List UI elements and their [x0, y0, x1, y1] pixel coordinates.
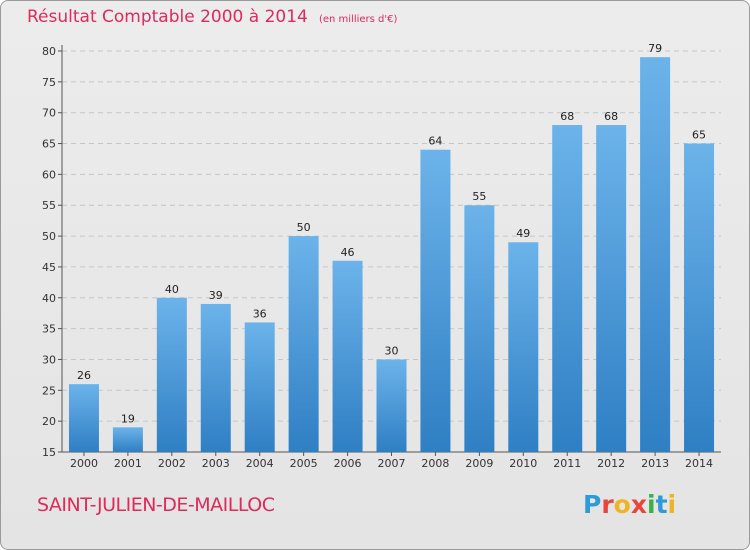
- commune-name: SAINT-JULIEN-DE-MAILLOC: [37, 494, 275, 516]
- data-label-2005: 50: [297, 221, 311, 234]
- data-label-2002: 40: [165, 283, 179, 296]
- x-tick-label: 2010: [509, 457, 537, 470]
- data-label-2009: 55: [472, 190, 486, 203]
- y-tick-label: 30: [42, 353, 56, 366]
- bar-2005: [288, 236, 319, 452]
- bar-2011: [552, 125, 583, 453]
- y-tick-label: 40: [42, 292, 56, 305]
- y-tick-label: 80: [42, 45, 56, 58]
- data-label-2011: 68: [560, 110, 574, 123]
- y-tick-label: 60: [42, 168, 56, 181]
- y-tick-label: 25: [42, 384, 56, 397]
- x-tick-label: 2000: [70, 457, 98, 470]
- y-tick-label: 75: [42, 76, 56, 89]
- y-tick-label: 35: [42, 323, 56, 336]
- bar-2013: [640, 57, 671, 453]
- logo-letter: x: [630, 490, 647, 519]
- x-tick-label: 2002: [158, 457, 186, 470]
- y-tick-label: 15: [42, 446, 56, 459]
- y-tick-label: 20: [42, 415, 56, 428]
- logo-letter: t: [655, 490, 668, 519]
- bar-2014: [684, 143, 715, 453]
- bar-2001: [112, 427, 143, 452]
- logo-letter: o: [613, 490, 631, 519]
- x-tick-label: 2012: [597, 457, 625, 470]
- x-tick-label: 2011: [553, 457, 581, 470]
- data-label-2006: 46: [341, 246, 355, 259]
- bar-2002: [156, 297, 187, 452]
- x-tick-label: 2001: [114, 457, 142, 470]
- bar-2012: [596, 125, 627, 453]
- y-tick-label: 65: [42, 138, 56, 151]
- data-label-2013: 79: [648, 42, 662, 55]
- proxiti-logo: Proxiti: [583, 490, 676, 519]
- data-label-2007: 30: [385, 344, 399, 357]
- logo-letter: i: [667, 490, 677, 519]
- x-tick-label: 2006: [334, 457, 362, 470]
- data-label-2008: 64: [428, 135, 442, 148]
- title-row: Résultat Comptable 2000 à 2014 (en milli…: [27, 7, 397, 27]
- bar-2000: [68, 384, 99, 452]
- logo-letter: r: [601, 490, 614, 519]
- data-label-2012: 68: [604, 110, 618, 123]
- bar-2006: [332, 260, 363, 452]
- chart-title: Résultat Comptable 2000 à 2014: [27, 7, 308, 27]
- logo-letter: P: [583, 490, 602, 519]
- data-label-2010: 49: [516, 227, 530, 240]
- chart-subtitle: (en milliers d'€): [318, 14, 398, 25]
- x-tick-label: 2008: [421, 457, 449, 470]
- y-tick-label: 55: [42, 199, 56, 212]
- x-tick-label: 2005: [290, 457, 318, 470]
- bar-2003: [200, 303, 231, 452]
- x-tick-label: 2009: [465, 457, 493, 470]
- x-tick-label: 2013: [641, 457, 669, 470]
- data-label-2014: 65: [692, 129, 706, 142]
- data-label-2001: 19: [121, 412, 135, 425]
- y-tick-label: 45: [42, 261, 56, 274]
- bar-2004: [244, 322, 275, 452]
- x-tick-label: 2004: [246, 457, 274, 470]
- x-tick-label: 2003: [202, 457, 230, 470]
- y-tick-label: 50: [42, 230, 56, 243]
- x-tick-label: 2014: [685, 457, 713, 470]
- data-label-2004: 36: [253, 307, 267, 320]
- bar-2009: [464, 205, 495, 452]
- data-label-2000: 26: [77, 369, 91, 382]
- bar-2010: [508, 242, 539, 452]
- y-tick-label: 70: [42, 107, 56, 120]
- logo-letter: i: [647, 490, 656, 519]
- bar-2008: [420, 149, 451, 452]
- data-label-2003: 39: [209, 289, 223, 302]
- bar-2007: [376, 359, 407, 452]
- x-tick-label: 2007: [378, 457, 406, 470]
